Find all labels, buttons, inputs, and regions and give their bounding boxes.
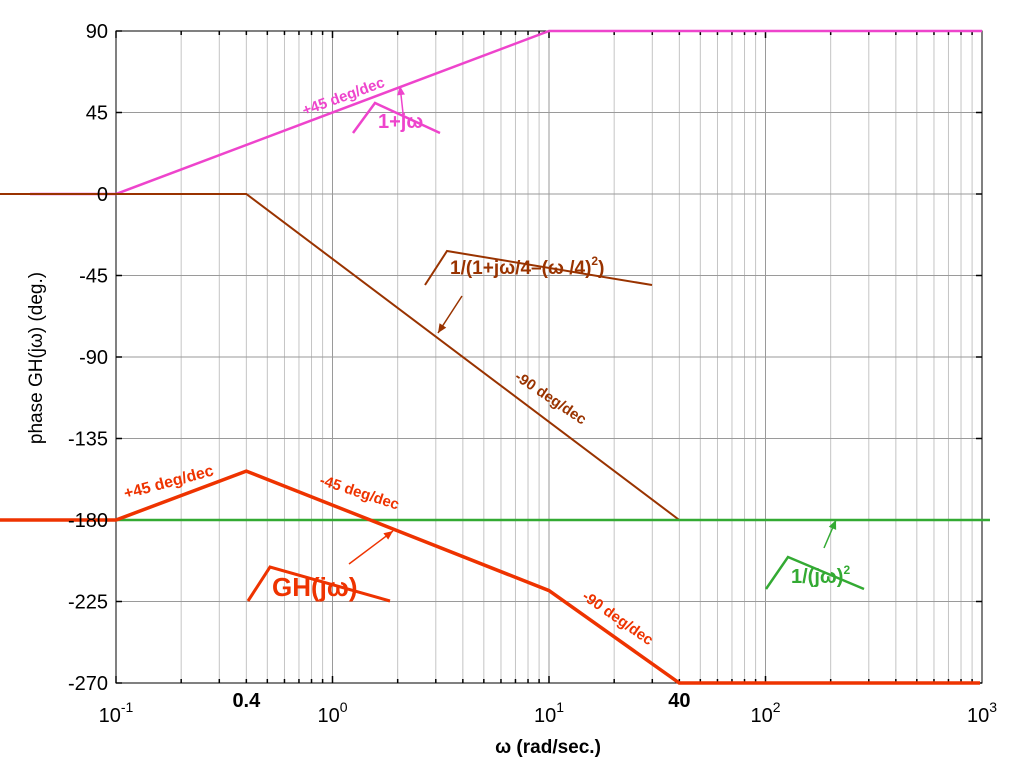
arrow-total	[348, 530, 394, 565]
y-tick-label: 45	[86, 103, 108, 125]
y-tick-label: -45	[79, 266, 108, 288]
y-tick-label: -180	[68, 510, 108, 532]
x-break-label: 0.4	[232, 690, 261, 712]
annotation-total-label: GH(jω)	[272, 572, 358, 602]
series-lines	[0, 29, 990, 685]
y-tick-labels: 90 45 0 -45 -90 -135 -180 -225 -270	[68, 21, 108, 695]
y-axis-label: phase GH(jω) (deg.)	[26, 272, 47, 444]
y-tick-label: 90	[86, 21, 108, 43]
annotation-zero-label: 1+jω	[378, 111, 423, 133]
annotation-integrator-label: 1/(jω)2	[791, 563, 850, 588]
y-tick-label: 0	[97, 184, 108, 206]
angle-sign-zero	[351, 101, 441, 135]
x-break-label: 40	[668, 690, 690, 712]
x-tick-label: 103	[967, 699, 997, 727]
y-tick-label: -90	[79, 347, 108, 369]
annotation-poles2-label: 1/(1+jω/4–(ω /4)2)	[450, 254, 604, 279]
y-tick-label: -135	[68, 429, 108, 451]
x-tick-label: 101	[534, 699, 564, 727]
angle-sign-poles2	[424, 249, 653, 286]
x-tick-label: 100	[317, 699, 347, 727]
x-axis-label: ω (rad/sec.)	[495, 737, 601, 758]
arrow-zero-head	[397, 86, 405, 96]
angle-sign-integrator	[764, 555, 865, 591]
arrow-integrator-head	[828, 520, 837, 530]
x-tick-label: 102	[750, 699, 780, 727]
y-tick-label: -225	[68, 592, 108, 614]
angle-sign-total	[246, 565, 391, 603]
x-tick-labels: 10-1 100 101 102 103 0.4 40	[99, 690, 998, 727]
y-tick-label: -270	[68, 673, 108, 695]
series-total	[0, 469, 980, 685]
x-tick-label: 10-1	[99, 699, 134, 727]
arrow-total-head	[383, 531, 393, 540]
arrow-poles2-head	[438, 323, 447, 333]
